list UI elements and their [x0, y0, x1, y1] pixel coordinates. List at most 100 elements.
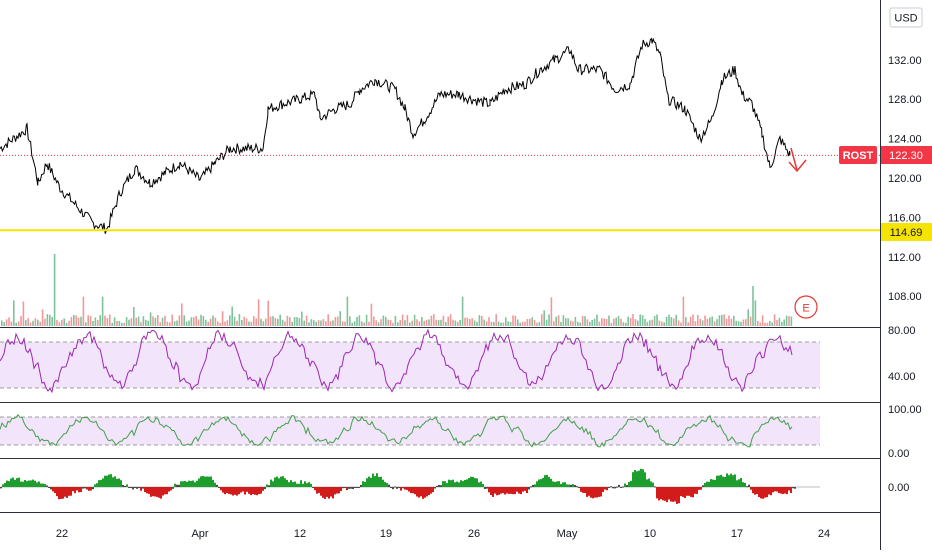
histogram-bar — [72, 487, 74, 492]
histogram-bar — [536, 481, 538, 487]
volume-bar — [289, 317, 291, 326]
volume-bar — [610, 322, 613, 326]
histogram-bar — [218, 487, 220, 488]
volume-bar — [217, 321, 219, 326]
volume-bar — [673, 318, 675, 326]
volume-bar — [166, 321, 169, 326]
histogram-bar — [80, 487, 82, 492]
volume-bar — [574, 317, 577, 326]
rsi-line-group — [0, 328, 793, 394]
histogram-bar — [748, 484, 750, 487]
histogram-bar — [522, 487, 524, 492]
histogram-bar — [784, 487, 786, 494]
histogram-bar — [524, 487, 526, 491]
price-line[interactable] — [0, 37, 791, 234]
histogram-bar — [102, 478, 104, 487]
histogram-bar — [100, 480, 102, 487]
volume-bar — [493, 321, 495, 326]
volume-bar — [34, 318, 37, 326]
volume-bar — [447, 316, 449, 326]
histogram-bar — [216, 484, 218, 487]
volume-bar — [411, 320, 413, 326]
histogram-bar — [376, 473, 378, 487]
histogram-bar — [508, 487, 510, 494]
histogram-bar — [458, 482, 460, 487]
volume-bar — [646, 321, 649, 326]
time-tick-label: 19 — [380, 528, 392, 540]
histogram-bar — [228, 487, 230, 494]
last-price-label: 122.30 — [889, 150, 923, 162]
volume-bar — [692, 314, 694, 326]
volume-bar — [428, 319, 430, 326]
histogram-bar — [200, 476, 202, 487]
volume-bar — [651, 319, 653, 326]
volume-bar — [154, 317, 157, 326]
volume-bar — [265, 318, 267, 326]
volume-bar — [296, 317, 298, 326]
histogram-bar — [548, 476, 550, 487]
volume-bar — [562, 315, 565, 326]
time-tick-label: 24 — [818, 528, 830, 540]
volume-bar — [682, 296, 685, 326]
price-tick-label: 108.00 — [888, 291, 922, 303]
volume-bar — [519, 322, 521, 326]
volume-bar — [101, 296, 104, 326]
histogram-bar — [552, 481, 554, 487]
histogram-bar — [680, 487, 682, 497]
volume-bar — [481, 316, 483, 326]
histogram-bar — [788, 487, 790, 491]
currency-box[interactable]: USD — [889, 7, 923, 28]
volume-bar — [279, 314, 281, 326]
rsi-line[interactable] — [0, 328, 793, 394]
histogram-bar — [278, 478, 280, 487]
histogram-bar — [186, 481, 188, 487]
volume-bar — [111, 323, 113, 326]
histogram-bar — [4, 483, 6, 487]
histogram-bar — [532, 484, 534, 487]
volume-bar — [238, 314, 241, 326]
histogram-bar — [738, 479, 740, 487]
histogram-bar — [252, 487, 254, 494]
histogram-bar — [8, 481, 10, 487]
histogram-bar — [792, 487, 794, 489]
time-tick-label: 17 — [731, 528, 743, 540]
last-price-tag[interactable]: 122.30 — [881, 146, 932, 164]
histogram-bar — [262, 487, 264, 491]
histogram-bar — [564, 482, 566, 487]
histogram-bar — [638, 470, 640, 487]
price-tick-label: 128.00 — [888, 94, 922, 106]
histogram-bar — [480, 481, 482, 487]
stoch-axis-labels: 100.00 0.00 — [888, 404, 922, 460]
volume-bar — [543, 310, 545, 326]
histogram-bar — [372, 473, 374, 487]
histogram-bar — [40, 483, 42, 487]
volume-bar — [104, 315, 106, 326]
volume-bar — [147, 320, 149, 326]
histogram-bar — [28, 480, 30, 487]
histogram-bar — [694, 487, 696, 494]
stoch-line[interactable] — [0, 413, 793, 448]
histogram-bar — [544, 475, 546, 487]
volume-bar — [685, 317, 687, 326]
ticker-tag[interactable]: ROST — [839, 146, 877, 164]
volume-bar — [404, 320, 406, 326]
histogram-bar — [348, 487, 350, 489]
histogram-bar — [274, 477, 276, 487]
support-line-tag[interactable]: 114.69 — [881, 223, 932, 241]
histogram-bar — [736, 480, 738, 487]
volume-bar — [137, 316, 140, 326]
histogram-bar — [32, 479, 34, 487]
histogram-bar — [208, 476, 210, 487]
histogram-bar — [732, 475, 734, 487]
earnings-marker[interactable]: E — [794, 295, 818, 319]
down-arrow-annotation[interactable] — [788, 147, 807, 173]
volume-bar — [430, 315, 433, 326]
volume-bar — [416, 319, 418, 326]
histogram-bar — [646, 479, 648, 487]
time-tick-label: Apr — [191, 528, 208, 540]
histogram-bar — [714, 480, 716, 487]
volume-bar — [461, 296, 464, 326]
volume-bar — [385, 316, 387, 326]
histogram-bar — [276, 476, 278, 487]
